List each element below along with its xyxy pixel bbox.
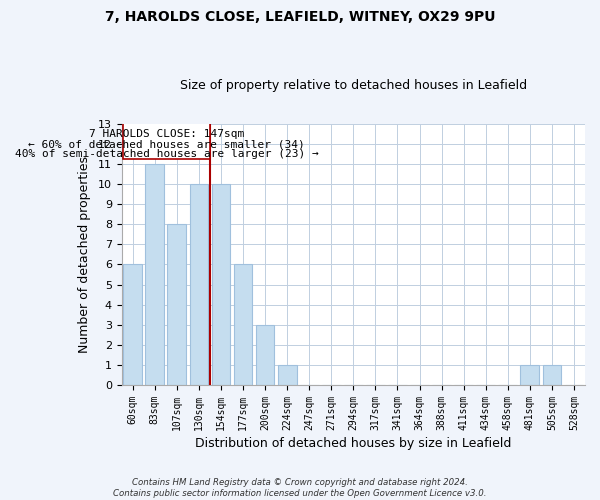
- Bar: [145, 164, 164, 385]
- Bar: [167, 224, 186, 385]
- Bar: [190, 184, 208, 385]
- Bar: [278, 365, 296, 385]
- X-axis label: Distribution of detached houses by size in Leafield: Distribution of detached houses by size …: [195, 437, 512, 450]
- Bar: [542, 365, 561, 385]
- Bar: [124, 264, 142, 385]
- Bar: [212, 184, 230, 385]
- Y-axis label: Number of detached properties: Number of detached properties: [78, 156, 91, 353]
- Bar: [256, 325, 274, 385]
- Text: 7, HAROLDS CLOSE, LEAFIELD, WITNEY, OX29 9PU: 7, HAROLDS CLOSE, LEAFIELD, WITNEY, OX29…: [105, 10, 495, 24]
- Text: 40% of semi-detached houses are larger (23) →: 40% of semi-detached houses are larger (…: [15, 150, 319, 160]
- Text: 7 HAROLDS CLOSE: 147sqm: 7 HAROLDS CLOSE: 147sqm: [89, 128, 244, 138]
- Text: Contains HM Land Registry data © Crown copyright and database right 2024.
Contai: Contains HM Land Registry data © Crown c…: [113, 478, 487, 498]
- Bar: [124, 122, 210, 159]
- Text: ← 60% of detached houses are smaller (34): ← 60% of detached houses are smaller (34…: [28, 139, 305, 149]
- Bar: [520, 365, 539, 385]
- Bar: [233, 264, 253, 385]
- Title: Size of property relative to detached houses in Leafield: Size of property relative to detached ho…: [180, 79, 527, 92]
